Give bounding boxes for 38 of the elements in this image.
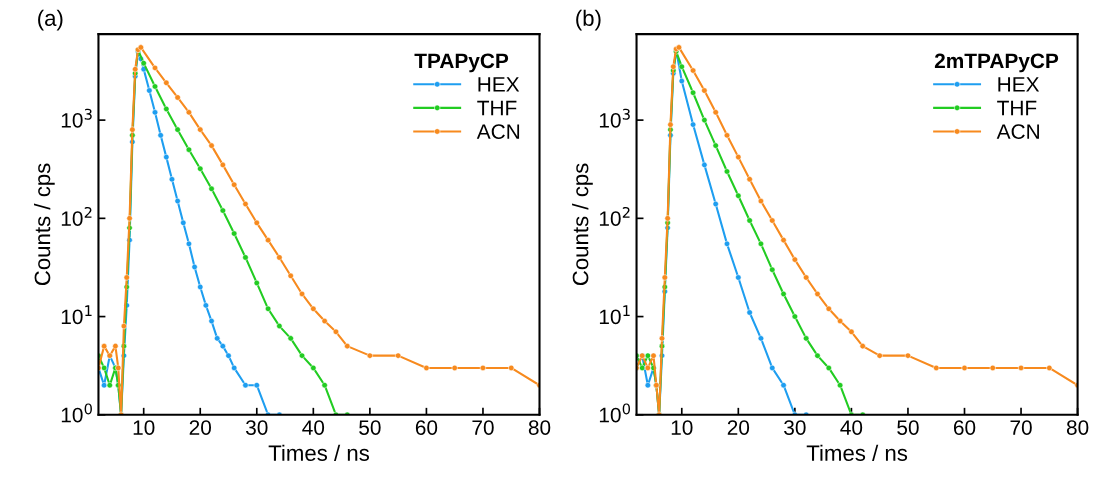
x-tick-label: 60 [415,420,438,435]
y-tick-label: 10$^{1}$ [61,305,92,325]
legend-title: 2mTPAPyCP [934,53,1059,73]
y-tick-label: 10$^{0}$ [61,403,92,423]
y-tick-label: 10$^{0}$ [599,403,631,423]
legend-label: HEX [998,77,1040,92]
x-tick-label: 10 [671,420,693,435]
x-tick-label: 80 [528,420,551,435]
chart-title: (b) [576,9,601,31]
x-tick-label: 70 [472,420,494,435]
legend-title: TPAPyCP [414,53,509,73]
x-tick-label: 40 [302,420,325,435]
x-tick-label: 20 [727,420,750,435]
legend-label: THF [477,100,517,116]
x-tick-label: 50 [897,420,919,435]
x-tick-label: 30 [245,420,268,435]
x-tick-label: 70 [1010,420,1032,435]
y-tick-label: 10$^{1}$ [599,305,630,325]
y-axis-title: Counts / cps [572,163,593,286]
legend-label: ACN [476,124,520,139]
x-axis-title: Times / ns [268,444,370,461]
y-tick-label: 10$^{3}$ [61,108,92,128]
x-tick-label: 60 [953,420,976,435]
x-tick-label: 80 [1066,420,1089,435]
y-tick-label: 10$^{3}$ [599,108,630,128]
x-axis-title: Times / ns [806,444,908,461]
x-tick-label: 50 [359,420,381,435]
y-axis-title: Counts / cps [33,163,55,286]
legend-label: ACN [996,124,1039,139]
y-tick-label: 10$^{2}$ [599,206,630,226]
x-tick-label: 40 [840,420,863,435]
x-tick-label: 30 [784,420,806,435]
x-tick-label: 20 [189,420,212,435]
legend-label: THF [997,100,1037,116]
x-tick-label: 10 [133,420,155,435]
legend-label: HEX [478,77,520,92]
chart-title: (a) [38,9,63,31]
y-tick-label: 10$^{2}$ [61,206,92,226]
